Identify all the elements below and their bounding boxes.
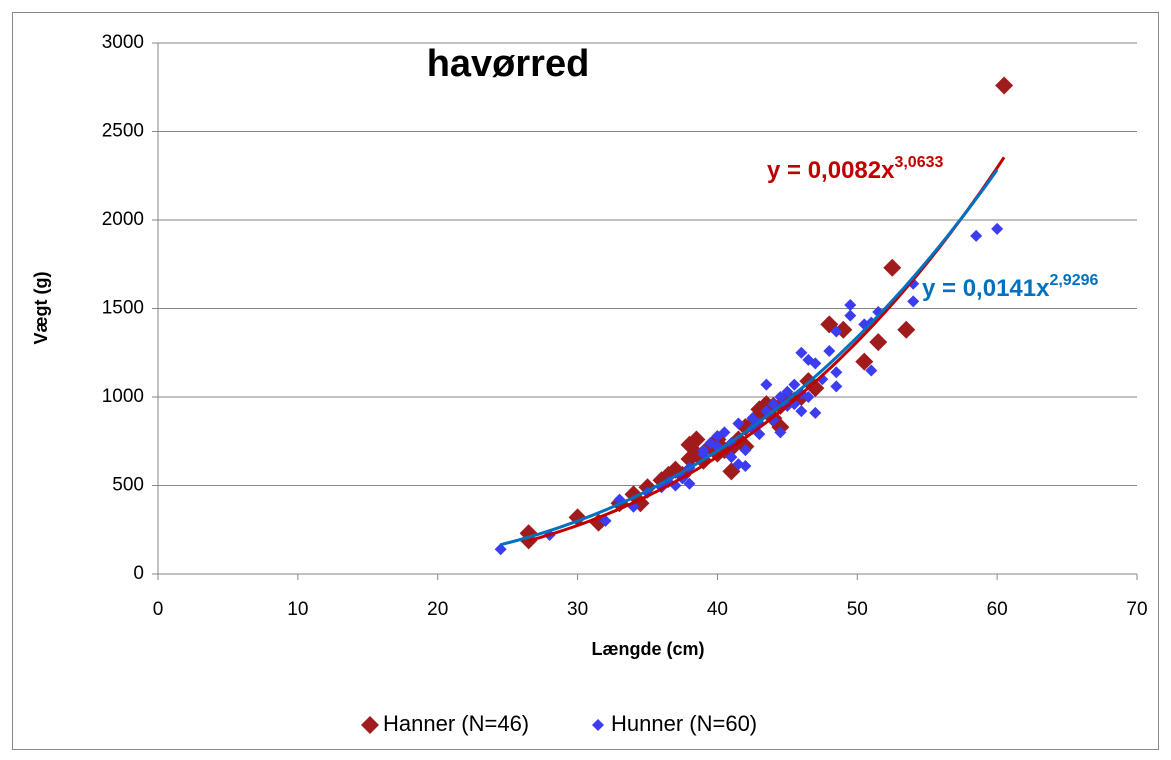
equation-text: y = 0,0082x: [767, 157, 895, 184]
y-tick-label: 1000: [102, 386, 144, 407]
data-point: [809, 357, 822, 370]
data-point: [855, 352, 874, 371]
trendline-equation: y = 0,0141x2,9296: [922, 272, 1098, 302]
data-point: [683, 477, 696, 490]
y-tick-label: 0: [133, 563, 144, 584]
x-tick-label: 40: [707, 599, 728, 620]
data-point: [725, 451, 738, 464]
y-tick-label: 2500: [102, 121, 144, 142]
y-tick-label: 500: [112, 475, 144, 496]
legend-label: Hanner (N=46): [383, 711, 529, 736]
data-point: [739, 460, 752, 473]
y-axis-title: Vægt (g): [31, 272, 51, 345]
data-point: [711, 429, 724, 442]
data-point: [809, 406, 822, 419]
x-tick-label: 60: [987, 599, 1008, 620]
x-tick-label: 70: [1126, 599, 1147, 620]
data-point: [599, 514, 612, 527]
data-point: [680, 449, 699, 468]
data-point: [883, 258, 902, 277]
x-tick-label: 50: [847, 599, 868, 620]
data-point: [494, 543, 507, 556]
data-point: [806, 379, 825, 398]
data-point: [788, 378, 801, 391]
data-point: [659, 465, 678, 484]
data-point: [687, 430, 706, 449]
data-point: [795, 405, 808, 418]
data-point: [830, 325, 843, 338]
x-tick-label: 10: [287, 599, 308, 620]
data-point: [781, 385, 794, 398]
x-tick-label: 0: [153, 599, 164, 620]
trendline: [500, 169, 999, 547]
equation-exponent: 3,0633: [894, 154, 943, 171]
x-tick-label: 20: [427, 599, 448, 620]
data-point: [795, 346, 808, 359]
data-point: [995, 76, 1014, 95]
equation-text: y = 0,0141x: [922, 275, 1050, 302]
data-point: [767, 414, 780, 427]
chart-title: havørred: [427, 43, 590, 85]
data-point: [830, 366, 843, 379]
data-point: [907, 295, 920, 308]
x-axis-title: Længde (cm): [591, 639, 704, 659]
legend-label: Hunner (N=60): [611, 711, 757, 736]
data-point: [844, 309, 857, 322]
data-point: [897, 320, 916, 339]
data-point: [739, 444, 752, 457]
chart-frame: [12, 12, 1159, 750]
y-tick-label: 2000: [102, 209, 144, 230]
data-point: [746, 412, 759, 425]
data-point: [823, 344, 836, 357]
x-tick-label: 30: [567, 599, 588, 620]
data-point: [970, 229, 983, 242]
data-point: [865, 364, 878, 377]
data-point: [830, 380, 843, 393]
data-point: [869, 333, 888, 352]
data-point: [774, 426, 787, 439]
legend-marker: [361, 716, 379, 734]
data-point: [774, 391, 787, 403]
data-point: [991, 222, 1004, 235]
legend-marker: [592, 719, 604, 731]
y-tick-label: 1500: [102, 298, 144, 319]
data-point: [760, 378, 773, 391]
data-point: [732, 417, 745, 430]
data-point: [844, 298, 857, 311]
trendline-equation: y = 0,0082x3,0633: [767, 154, 943, 184]
y-tick-label: 3000: [102, 32, 144, 53]
equation-exponent: 2,9296: [1049, 272, 1098, 289]
